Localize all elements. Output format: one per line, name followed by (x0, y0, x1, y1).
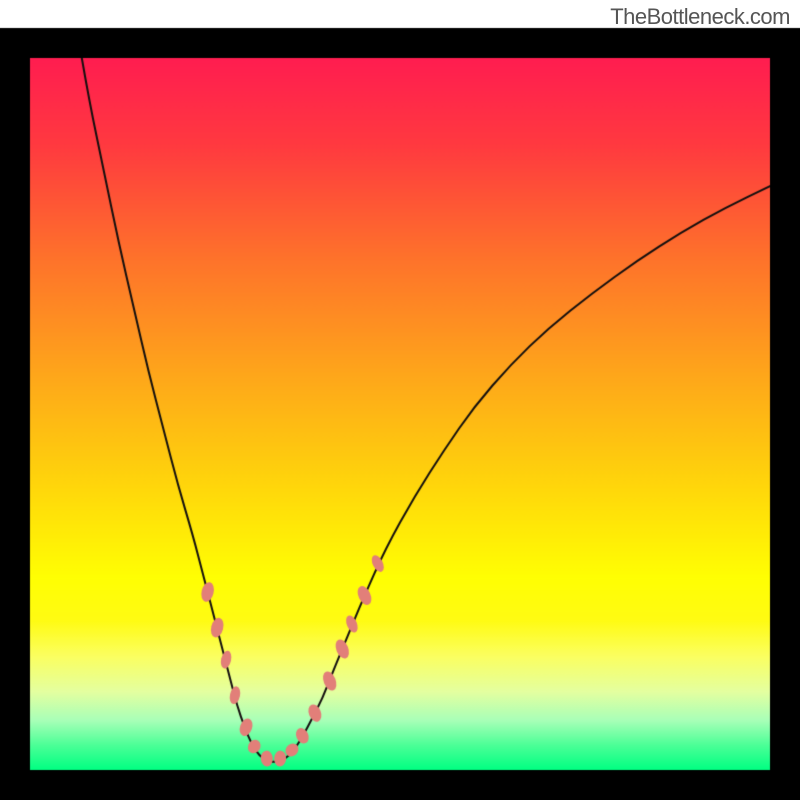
chart-root: TheBottleneck.com (0, 0, 800, 800)
watermark: TheBottleneck.com (610, 4, 790, 30)
chart-canvas (0, 0, 800, 800)
